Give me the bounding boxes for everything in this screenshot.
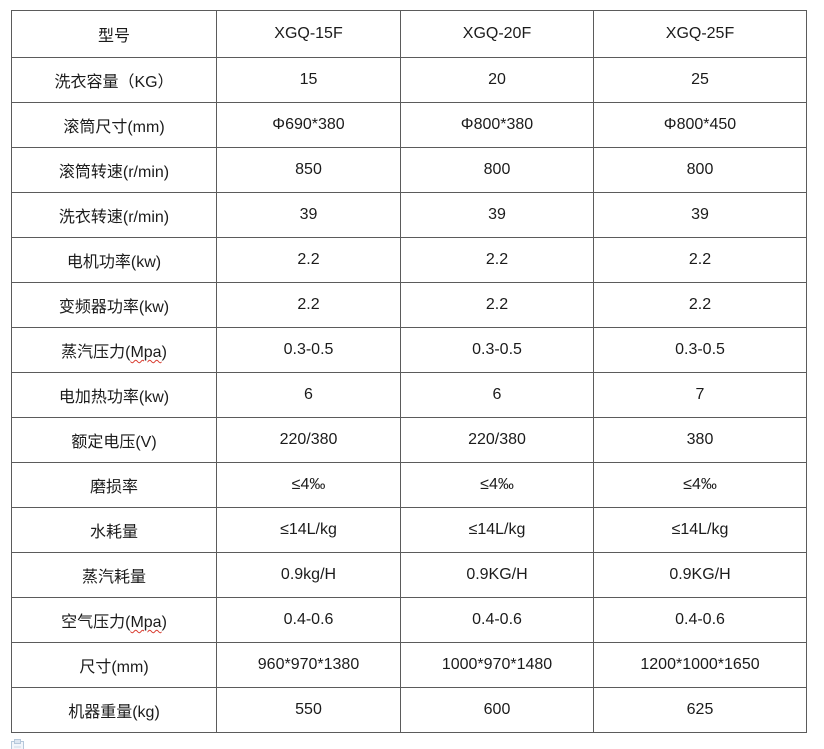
value-cell: Φ690*380 — [216, 102, 401, 148]
row-label: 滚筒转速(r/min) — [11, 147, 217, 193]
value-cell: 2.2 — [216, 282, 401, 328]
table-row: 洗衣转速(r/min) 39 39 39 — [11, 192, 807, 238]
row-label: 电机功率(kw) — [11, 237, 217, 283]
value-cell: 2.2 — [400, 282, 594, 328]
spec-table: 型号 XGQ-15F XGQ-20F XGQ-25F 洗衣容量（KG） 15 20 2… — [11, 10, 807, 733]
value-cell: 0.4-0.6 — [593, 597, 807, 643]
value-cell: 2.2 — [216, 237, 401, 283]
row-label: 水耗量 — [11, 507, 217, 553]
value-cell: ≤14L/kg — [593, 507, 807, 553]
value-cell: 0.9kg/H — [216, 552, 401, 598]
value-cell: 39 — [400, 192, 594, 238]
table-row: 额定电压(V) 220/380 220/380 380 — [11, 417, 807, 463]
table-row: 蒸汽压力(Mpa) 0.3-0.5 0.3-0.5 0.3-0.5 — [11, 327, 807, 373]
table-row: 机器重量(kg) 550 600 625 — [11, 687, 807, 733]
value-cell: Φ800*380 — [400, 102, 594, 148]
value-cell: 39 — [593, 192, 807, 238]
row-label: 电加热功率(kw) — [11, 372, 217, 418]
value-cell: Φ800*450 — [593, 102, 807, 148]
table-row: 电加热功率(kw) 6 6 7 — [11, 372, 807, 418]
spellcheck-underline: Mpa — [130, 344, 162, 361]
table-header-row: 型号 XGQ-15F XGQ-20F XGQ-25F — [11, 10, 807, 58]
value-cell: 6 — [400, 372, 594, 418]
row-label: 蒸汽耗量 — [11, 552, 217, 598]
value-cell: 2.2 — [593, 237, 807, 283]
row-label: 额定电压(V) — [11, 417, 217, 463]
value-cell: ≤14L/kg — [400, 507, 594, 553]
paste-options-icon[interactable] — [10, 739, 28, 749]
value-cell: 2.2 — [400, 237, 594, 283]
spellcheck-underline: Mpa — [130, 614, 162, 631]
value-cell: 0.9KG/H — [593, 552, 807, 598]
value-cell: 0.3-0.5 — [400, 327, 594, 373]
value-cell: 220/380 — [216, 417, 401, 463]
row-label: 变频器功率(kw) — [11, 282, 217, 328]
value-cell: ≤4‰ — [216, 462, 401, 508]
value-cell: 800 — [593, 147, 807, 193]
row-label: 蒸汽压力(Mpa) — [11, 327, 217, 373]
value-cell: ≤4‰ — [593, 462, 807, 508]
value-cell: 0.4-0.6 — [400, 597, 594, 643]
table-row: 蒸汽耗量 0.9kg/H 0.9KG/H 0.9KG/H — [11, 552, 807, 598]
header-model-xgq15f: XGQ-15F — [216, 10, 401, 58]
value-cell: ≤14L/kg — [216, 507, 401, 553]
table-row: 滚筒转速(r/min) 850 800 800 — [11, 147, 807, 193]
table-row: 空气压力(Mpa) 0.4-0.6 0.4-0.6 0.4-0.6 — [11, 597, 807, 643]
value-cell: 220/380 — [400, 417, 594, 463]
value-cell: 25 — [593, 57, 807, 103]
value-cell: 600 — [400, 687, 594, 733]
row-label: 磨损率 — [11, 462, 217, 508]
table-row: 电机功率(kw) 2.2 2.2 2.2 — [11, 237, 807, 283]
value-cell: 2.2 — [593, 282, 807, 328]
value-cell: 625 — [593, 687, 807, 733]
row-label: 洗衣转速(r/min) — [11, 192, 217, 238]
header-model-label: 型号 — [11, 10, 217, 58]
value-cell: 960*970*1380 — [216, 642, 401, 688]
table-row: 变频器功率(kw) 2.2 2.2 2.2 — [11, 282, 807, 328]
row-label: 滚筒尺寸(mm) — [11, 102, 217, 148]
value-cell: 550 — [216, 687, 401, 733]
table-row: 洗衣容量（KG） 15 20 25 — [11, 57, 807, 103]
value-cell: 20 — [400, 57, 594, 103]
value-cell: 7 — [593, 372, 807, 418]
value-cell: 0.3-0.5 — [216, 327, 401, 373]
table-row: 尺寸(mm) 960*970*1380 1000*970*1480 1200*1000… — [11, 642, 807, 688]
value-cell: 0.9KG/H — [400, 552, 594, 598]
value-cell: 1200*1000*1650 — [593, 642, 807, 688]
row-label: 机器重量(kg) — [11, 687, 217, 733]
table-row: 磨损率 ≤4‰ ≤4‰ ≤4‰ — [11, 462, 807, 508]
header-model-xgq20f: XGQ-20F — [400, 10, 594, 58]
header-model-xgq25f: XGQ-25F — [593, 10, 807, 58]
row-label: 空气压力(Mpa) — [11, 597, 217, 643]
row-label: 洗衣容量（KG） — [11, 57, 217, 103]
value-cell: 15 — [216, 57, 401, 103]
value-cell: 6 — [216, 372, 401, 418]
value-cell: 800 — [400, 147, 594, 193]
value-cell: 0.3-0.5 — [593, 327, 807, 373]
value-cell: 39 — [216, 192, 401, 238]
row-label: 尺寸(mm) — [11, 642, 217, 688]
value-cell: ≤4‰ — [400, 462, 594, 508]
value-cell: 0.4-0.6 — [216, 597, 401, 643]
value-cell: 1000*970*1480 — [400, 642, 594, 688]
table-row: 滚筒尺寸(mm) Φ690*380 Φ800*380 Φ800*450 — [11, 102, 807, 148]
value-cell: 380 — [593, 417, 807, 463]
spec-table-body: 洗衣容量（KG） 15 20 25 滚筒尺寸(mm) Φ690*380 Φ800*380 Φ8… — [11, 57, 807, 733]
value-cell: 850 — [216, 147, 401, 193]
table-row: 水耗量 ≤14L/kg ≤14L/kg ≤14L/kg — [11, 507, 807, 553]
